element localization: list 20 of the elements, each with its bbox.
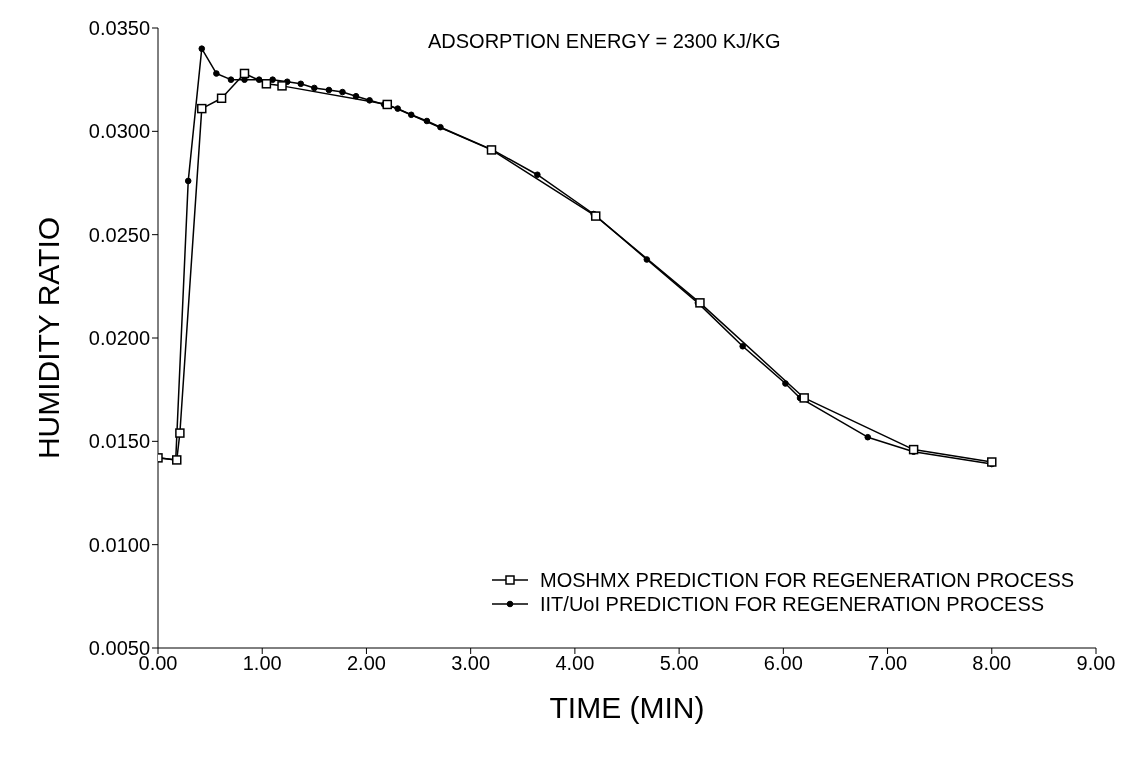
x-tick-label: 6.00 — [763, 652, 803, 675]
x-tick-label: 1.00 — [242, 652, 282, 675]
legend-label: IIT/UoI PREDICTION FOR REGENERATION PROCESS — [540, 592, 1045, 616]
x-axis-title: TIME (MIN) — [549, 691, 705, 724]
y-axis-title: HUMIDITY RATIO — [31, 216, 65, 460]
y-tick-label: 0.0300 — [88, 120, 150, 143]
x-tick-label: 9.00 — [1076, 652, 1116, 675]
x-tick-label: 8.00 — [972, 652, 1012, 675]
x-tick-label: 2.00 — [346, 652, 386, 675]
y-tick-label: 0.0150 — [88, 430, 150, 453]
x-tick-label: 4.00 — [555, 652, 595, 675]
y-tick-label: 0.0350 — [88, 17, 150, 40]
x-tick-label: 7.00 — [868, 652, 908, 675]
legend-label: MOSHMX PREDICTION FOR REGENERATION PROCESS — [540, 568, 1075, 592]
x-tick-label: 3.00 — [451, 652, 491, 675]
y-tick-label: 0.0250 — [88, 223, 150, 246]
annotation: ADSORPTION ENERGY = 2300 KJ/KG — [428, 30, 781, 53]
y-tick-label: 0.0100 — [88, 533, 150, 556]
x-tick-label: 5.00 — [659, 652, 699, 675]
y-tick-label: 0.0200 — [88, 327, 150, 350]
